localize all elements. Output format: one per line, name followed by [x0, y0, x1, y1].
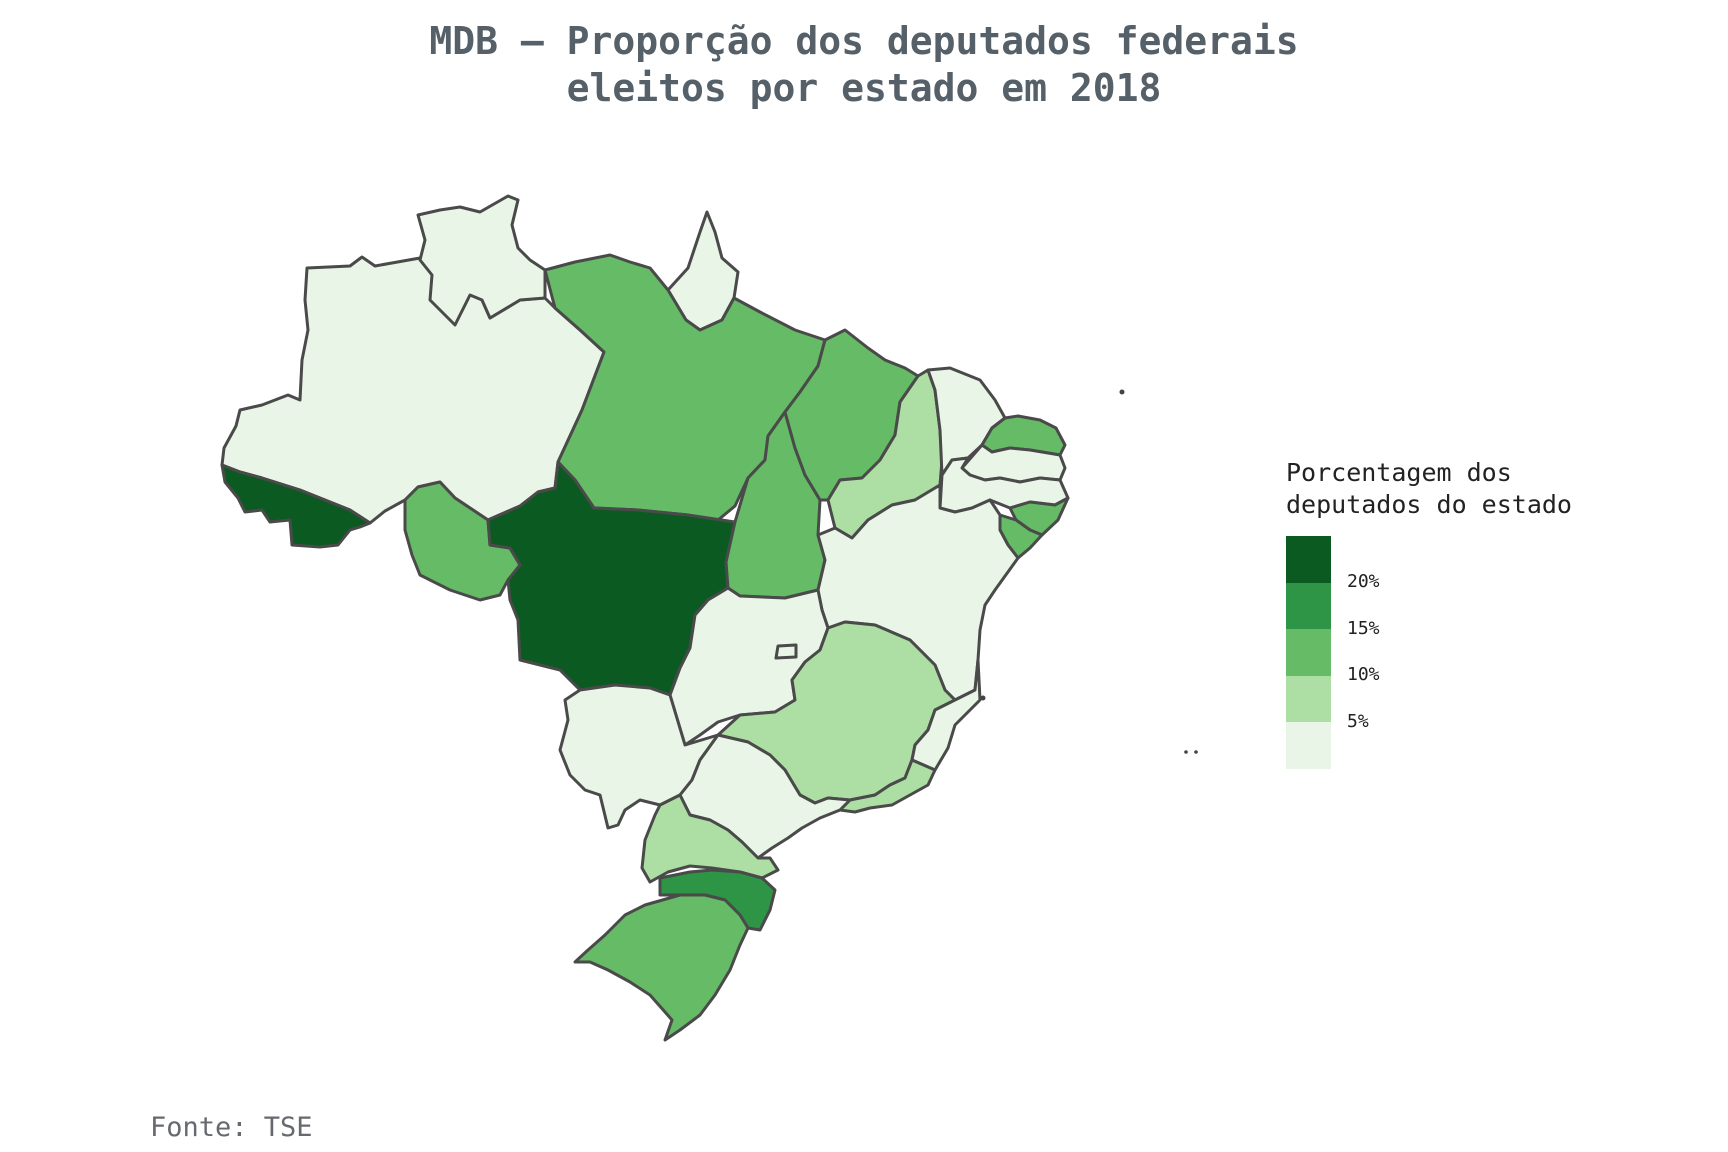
map-title: MDB – Proporção dos deputados federais e…: [0, 18, 1728, 112]
state-roraima: [416, 194, 547, 327]
map-title-line-1: MDB – Proporção dos deputados federais: [429, 19, 1299, 63]
island-fernando-de-noronha: [1119, 389, 1125, 395]
legend-title-line-1: Porcentagem dos: [1286, 458, 1512, 487]
legend-swatch-0-5: [1286, 722, 1331, 769]
state-distrito-federal: [774, 643, 798, 660]
legend-title: Porcentagem dos deputados do estado: [1286, 457, 1572, 521]
legend-swatch-15-20: [1286, 582, 1331, 629]
legend-label-10: 10%: [1347, 664, 1380, 685]
state-acre: [220, 463, 372, 549]
source-note: Fonte: TSE: [150, 1112, 313, 1143]
legend-label-5: 5%: [1347, 711, 1369, 732]
island-abrolhos: [980, 695, 986, 701]
legend-label-20: 20%: [1347, 571, 1380, 592]
legend-swatch-10-15: [1286, 629, 1331, 676]
state-mato-grosso-do-sul: [558, 683, 720, 830]
island-martim-vaz: [1194, 750, 1198, 754]
map-title-line-2: eleitos por estado em 2018: [566, 66, 1162, 110]
legend-title-line-2: deputados do estado: [1286, 490, 1572, 519]
legend-swatch-5-10: [1286, 675, 1331, 722]
legend-swatch-20-plus: [1286, 536, 1331, 583]
state-espirito-santo: [910, 658, 982, 772]
island-trindade: [1184, 750, 1188, 754]
state-rio-grande-do-sul: [573, 893, 750, 1042]
legend-label-15: 15%: [1347, 618, 1380, 639]
